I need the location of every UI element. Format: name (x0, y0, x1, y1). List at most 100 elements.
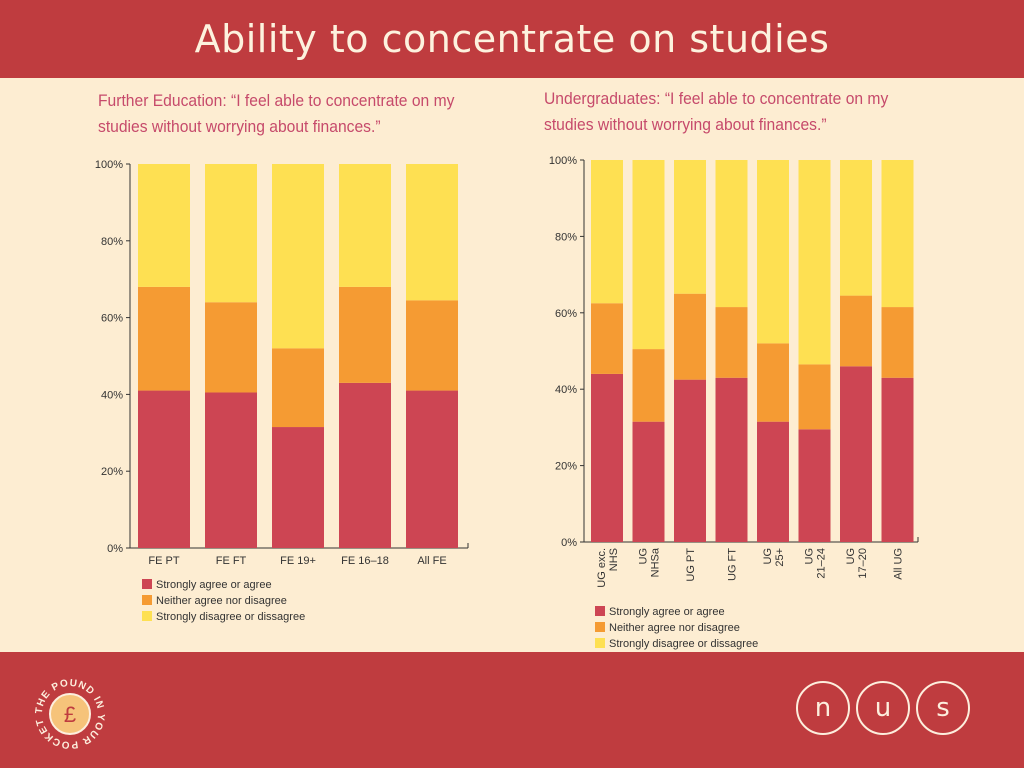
svg-text:UG exc.: UG exc. (596, 548, 608, 588)
y-tick-label: 20% (101, 466, 123, 478)
svg-text:UG PT: UG PT (685, 548, 697, 582)
legend-label: Neither agree nor disagree (156, 595, 287, 607)
bar-segment (881, 377, 914, 542)
bar-segment (715, 160, 748, 308)
bar-segment (757, 343, 789, 422)
y-tick-label: 80% (555, 231, 577, 243)
y-tick-label: 0% (107, 543, 123, 555)
x-tick-label: UG FT (727, 548, 739, 581)
y-tick-label: 100% (549, 155, 577, 167)
fe-chart-title: Further Education: “I feel able to conce… (98, 91, 455, 136)
bar-segment (591, 373, 623, 542)
x-tick-label: FE 19+ (280, 555, 316, 567)
legend-swatch (142, 595, 152, 605)
bar-segment (591, 160, 623, 304)
svg-text:21–24: 21–24 (816, 548, 828, 579)
y-tick-label: 60% (555, 308, 577, 320)
bar-segment (715, 377, 748, 542)
bar-segment (272, 164, 324, 349)
bar-segment (840, 295, 872, 367)
nus-letter-n: n (796, 681, 850, 735)
nus-letter-s: s (916, 681, 970, 735)
bar-segment (881, 307, 914, 378)
legend-label: Strongly agree or agree (156, 579, 272, 591)
bar-segment (272, 427, 324, 548)
bar-segment (798, 364, 831, 430)
x-tick-label: UG exc. NHS (596, 548, 620, 588)
bar-segment (138, 164, 190, 287)
content-area: Further Education: “I feel able to conce… (0, 78, 1024, 652)
legend-swatch (595, 622, 605, 632)
legend-swatch (142, 579, 152, 589)
legend-label: Strongly disagree or dissagree (609, 638, 758, 650)
x-tick-label: UG 25+ (762, 548, 786, 567)
x-tick-label: UG 17–20 (845, 548, 869, 579)
bar-segment (632, 421, 665, 542)
legend-swatch (595, 606, 605, 616)
bar-segment (272, 348, 324, 428)
svg-text:UG: UG (845, 548, 857, 565)
x-tick-label: All UG (893, 548, 905, 580)
bar-segment (674, 160, 706, 294)
bar-segment (138, 390, 190, 548)
bar-segment (339, 164, 391, 287)
pound-in-your-pocket-logo: THE POUND IN YOUR POCKET £ (34, 678, 105, 750)
y-tick-label: 40% (555, 384, 577, 396)
svg-text:UG: UG (762, 548, 774, 565)
x-tick-label: FE FT (216, 555, 247, 567)
bar-segment (881, 160, 914, 308)
nus-logo: n u s (796, 681, 970, 735)
y-tick-label: 0% (561, 537, 577, 549)
bar-segment (138, 286, 190, 391)
nus-letter-u: u (856, 681, 910, 735)
fe-chart: 0% 20% 40% 60% 80% 100% FE PT FE FT FE 19+ FE 16–… (95, 159, 469, 623)
bar-segment (840, 160, 872, 296)
bar-segment (205, 164, 257, 303)
svg-text:17–20: 17–20 (857, 548, 869, 579)
svg-text:NHSa: NHSa (650, 547, 662, 577)
bar-segment (757, 160, 789, 344)
bar-segment (632, 160, 665, 350)
bar-segment (205, 302, 257, 393)
y-tick-label: 100% (95, 159, 123, 171)
x-tick-label: UG NHSa (638, 547, 662, 577)
x-tick-label: UG PT (685, 548, 697, 582)
bar-segment (406, 300, 458, 391)
bar-segment (798, 160, 831, 365)
legend-label: Strongly disagree or dissagree (156, 611, 305, 623)
y-tick-label: 80% (101, 236, 123, 248)
legend-label: Strongly agree or agree (609, 606, 725, 618)
bar-segment (339, 286, 391, 383)
bar-segment (715, 307, 748, 378)
slide-title: Ability to concentrate on studies (194, 17, 830, 61)
y-tick-label: 20% (555, 461, 577, 473)
bar-segment (674, 293, 706, 380)
y-tick-label: 60% (101, 313, 123, 325)
bar-segment (406, 164, 458, 301)
x-tick-label: FE 16–18 (341, 555, 389, 567)
bar-segment (632, 349, 665, 422)
y-tick-label: 40% (101, 389, 123, 401)
x-tick-label: UG 21–24 (804, 548, 828, 579)
bar-segment (591, 303, 623, 374)
bar-segment (674, 379, 706, 542)
bar-segment (798, 429, 831, 542)
svg-text:UG: UG (638, 548, 650, 565)
legend-swatch (595, 638, 605, 648)
svg-text:NHS: NHS (608, 548, 620, 571)
x-tick-label: All FE (417, 555, 446, 567)
svg-text:UG: UG (804, 548, 816, 565)
legend-swatch (142, 611, 152, 621)
bar-segment (840, 366, 872, 542)
svg-text:All UG: All UG (893, 548, 905, 580)
x-tick-label: FE PT (148, 555, 179, 567)
bar-segment (757, 421, 789, 542)
bar-segment (339, 382, 391, 548)
bar-segment (205, 392, 257, 548)
svg-text:UG FT: UG FT (727, 548, 739, 581)
svg-text:25+: 25+ (774, 548, 786, 567)
ug-chart: 0%20%40%60%80%100%UG exc. NHS UG NHSa UG PT U… (549, 155, 919, 650)
legend-label: Neither agree nor disagree (609, 622, 740, 634)
bar-segment (406, 390, 458, 548)
pound-symbol-icon: £ (64, 702, 76, 727)
